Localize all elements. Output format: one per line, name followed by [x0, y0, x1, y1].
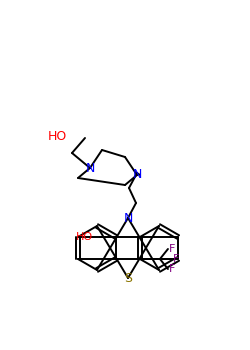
Text: HO: HO [48, 130, 67, 142]
Text: HO: HO [76, 232, 93, 242]
Text: N: N [85, 161, 95, 175]
Text: N: N [123, 211, 133, 224]
Text: F: F [169, 244, 175, 254]
Text: N: N [132, 168, 142, 182]
Text: F: F [173, 254, 179, 264]
Text: F: F [169, 264, 175, 274]
Text: S: S [124, 272, 132, 285]
